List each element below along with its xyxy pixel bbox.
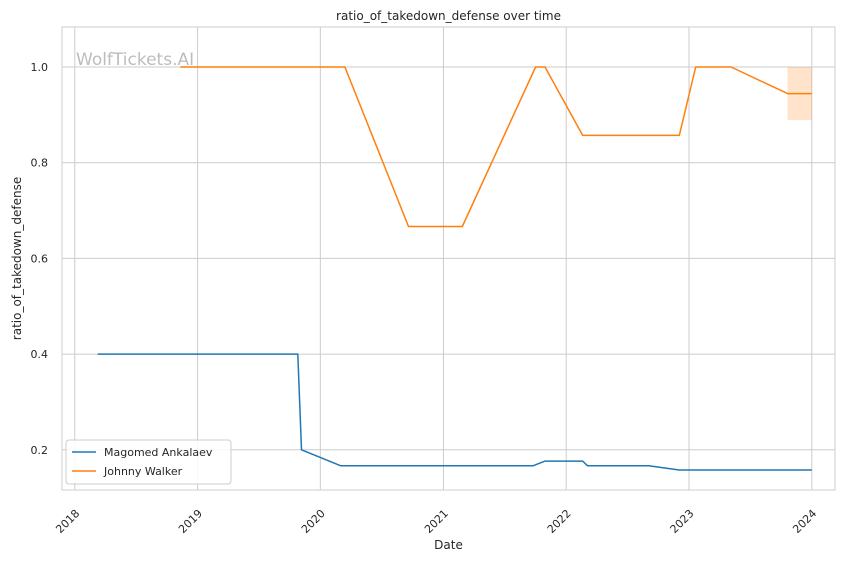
watermark: WolfTickets.AI <box>76 50 194 70</box>
x-tick-label: 2021 <box>422 507 451 536</box>
x-tick-label: 2023 <box>668 507 697 536</box>
series-lines <box>97 66 812 471</box>
legend-label: Johnny Walker <box>103 465 183 478</box>
x-axis-label: Date <box>434 538 463 552</box>
y-axis-label: ratio_of_takedown_defense <box>10 177 24 340</box>
series-line-1 <box>97 353 812 471</box>
gridlines <box>62 27 835 490</box>
x-tick-label: 2019 <box>176 507 205 536</box>
x-tick-label: 2020 <box>299 507 328 536</box>
series-line-2 <box>180 66 812 228</box>
y-tick-label: 0.2 <box>31 444 49 457</box>
chart-title: ratio_of_takedown_defense over time <box>336 9 561 23</box>
y-tick-label: 0.4 <box>31 348 49 361</box>
plot-frame <box>61 26 836 491</box>
x-axis-ticks: 2018 2019 2020 2021 2022 2023 2024 <box>53 507 819 536</box>
y-tick-label: 1.0 <box>31 61 49 74</box>
legend-label: Magomed Ankalaev <box>104 446 213 459</box>
y-tick-label: 0.6 <box>31 252 49 265</box>
x-tick-label: 2022 <box>545 507 574 536</box>
y-tick-label: 0.8 <box>31 157 49 170</box>
x-tick-label: 2024 <box>790 507 819 536</box>
y-axis-ticks: 0.2 0.4 0.6 0.8 1.0 <box>31 61 49 457</box>
legend-box <box>65 439 232 485</box>
legend: Magomed Ankalaev Johnny Walker <box>65 439 232 485</box>
x-tick-label: 2018 <box>53 507 82 536</box>
